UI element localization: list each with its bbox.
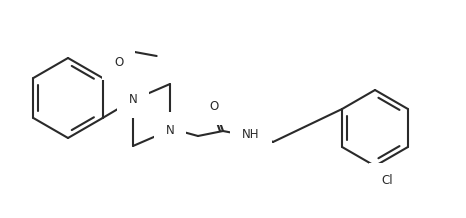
Text: O: O (114, 56, 123, 68)
Text: O: O (209, 100, 219, 114)
Text: N: N (165, 124, 174, 136)
Text: NH: NH (242, 128, 260, 141)
Text: Cl: Cl (381, 174, 393, 187)
Text: N: N (129, 94, 137, 107)
